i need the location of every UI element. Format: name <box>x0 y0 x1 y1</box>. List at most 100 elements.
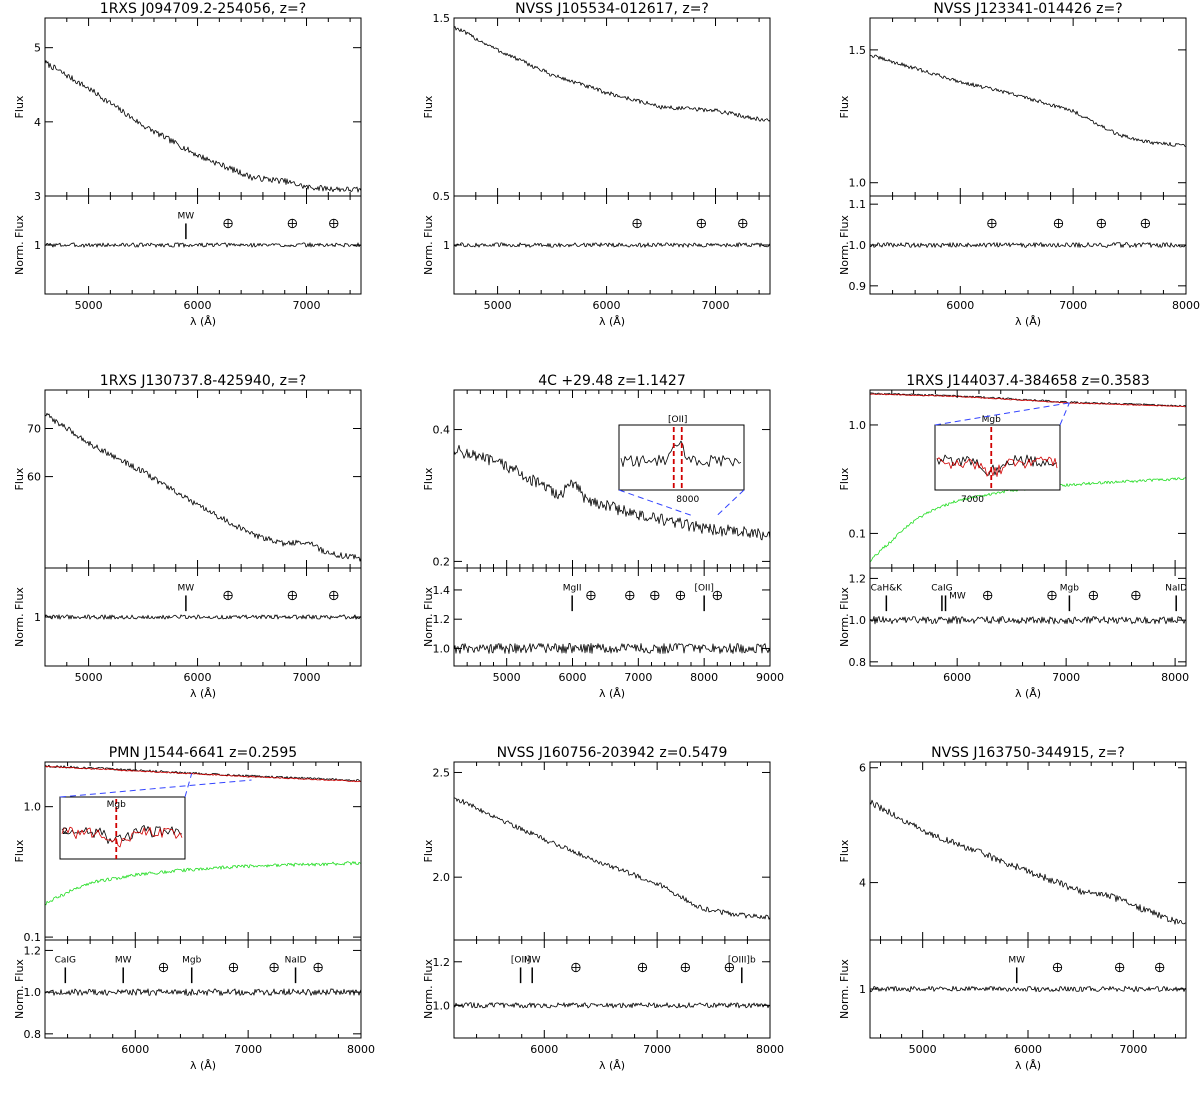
inset-box <box>618 424 745 491</box>
x-tick-label: 7000 <box>1059 299 1087 312</box>
y-tick-label: 60 <box>27 471 41 484</box>
series-spectrum <box>45 412 361 562</box>
series-normalized <box>45 988 361 996</box>
flux-panel <box>45 764 361 906</box>
chart-panel: 1RXS J130737.8-425940, z=? MW 5000 6000 7000… <box>13 373 362 700</box>
telluric-earth-icon <box>1114 962 1125 973</box>
series-host-galaxy <box>45 861 361 906</box>
telluric-earth-icon <box>1155 962 1165 973</box>
series-model <box>45 765 361 783</box>
flux-panel <box>45 412 361 562</box>
y-tick-label: 1.2 <box>24 944 42 957</box>
line-marker-label: NaID <box>1165 583 1187 593</box>
telluric-earth-icon <box>712 590 722 601</box>
line-marker-label: MW <box>949 591 966 601</box>
y-tick-label: 0.1 <box>24 931 42 944</box>
x-tick-label: 5000 <box>493 671 521 684</box>
y-tick-label: 1.1 <box>849 198 867 211</box>
inset-label: Mgb <box>982 415 1001 425</box>
x-axis-label: λ (Å) <box>1015 1059 1041 1072</box>
x-tick-label: 5000 <box>909 1043 937 1056</box>
norm-panel <box>45 988 361 996</box>
x-axis-label: λ (Å) <box>190 315 216 328</box>
telluric-earth-icon <box>675 590 686 601</box>
inset-connector <box>934 402 1070 426</box>
y-axis-label-norm: Norm. Flux <box>838 959 851 1019</box>
series-normalized <box>870 242 1186 248</box>
y-axis-label-flux: Flux <box>13 839 26 862</box>
series-normalized <box>870 616 1186 625</box>
chart-title: 1RXS J130737.8-425940, z=? <box>100 373 306 389</box>
line-marker-label: MgII <box>563 583 582 593</box>
y-tick-label: 2.0 <box>433 871 451 884</box>
telluric-earth-icon <box>1131 590 1141 601</box>
chart-panel: NVSS J163750-344915, z=? MW 5000 6000 7000 λ … <box>838 745 1187 1072</box>
y-axis-label-flux: Flux <box>838 839 851 862</box>
y-tick-label: 4 <box>859 877 866 890</box>
x-tick-label: 6000 <box>121 1043 149 1056</box>
x-axis-label: λ (Å) <box>599 1059 625 1072</box>
telluric-earth-icon <box>158 962 169 973</box>
line-marker-label: MW <box>524 955 541 965</box>
inset-box <box>934 424 1061 491</box>
y-axis-label-norm: Norm. Flux <box>838 215 851 275</box>
line-marker-label: Mgb <box>182 955 201 965</box>
inset-label: Mgb <box>107 800 126 810</box>
x-tick-label: 7000 <box>702 299 730 312</box>
chart-title: NVSS J160756-203942 z=0.5479 <box>497 745 728 761</box>
x-tick-label: 5000 <box>75 299 103 312</box>
y-tick-label: 0.8 <box>24 1028 42 1041</box>
telluric-earth-icon <box>223 590 233 601</box>
series-spectrum <box>454 797 770 920</box>
series-spectrum <box>454 444 770 541</box>
norm-panel <box>45 242 361 248</box>
y-axis-label-flux: Flux <box>13 95 26 118</box>
x-tick-label: 6000 <box>943 671 971 684</box>
norm-axes <box>453 939 771 1039</box>
telluric-earth-icon <box>1052 962 1063 973</box>
chart-title: 1RXS J094709.2-254056, z=? <box>100 1 306 17</box>
flux-axes <box>44 389 362 569</box>
y-tick-label: 5 <box>34 42 41 55</box>
telluric-earth-icon <box>571 962 581 973</box>
telluric-earth-icon <box>680 962 691 973</box>
y-tick-label: 0.1 <box>849 527 867 540</box>
flux-axes <box>869 17 1187 197</box>
inset-label: [OII] <box>668 415 687 425</box>
inset-connector <box>618 489 692 516</box>
series-normalized <box>870 985 1186 993</box>
x-tick-label: 7000 <box>643 1043 671 1056</box>
inset-connector <box>716 489 745 516</box>
telluric-earth-icon <box>269 962 279 973</box>
telluric-earth-icon <box>1053 218 1064 229</box>
flux-panel <box>45 60 361 193</box>
y-axis-label-norm: Norm. Flux <box>13 959 26 1019</box>
x-tick-label: 8000 <box>756 1043 784 1056</box>
telluric-earth-icon <box>329 218 339 229</box>
x-axis-label: λ (Å) <box>1015 315 1041 328</box>
y-tick-label: 1.0 <box>849 177 867 190</box>
line-marker-label: CaIG <box>55 955 76 965</box>
y-tick-label: 1 <box>34 239 41 252</box>
telluric-earth-icon <box>724 962 735 973</box>
flux-panel <box>454 444 770 541</box>
chart-title: 4C +29.48 z=1.1427 <box>538 373 685 389</box>
telluric-earth-icon <box>1096 218 1107 229</box>
telluric-earth-icon <box>1047 590 1057 601</box>
y-tick-label: 1.0 <box>849 614 867 627</box>
y-tick-label: 1.4 <box>433 584 451 597</box>
y-tick-label: 6 <box>859 762 866 775</box>
series-spectrum <box>870 54 1186 147</box>
x-tick-label: 9000 <box>756 671 784 684</box>
x-axis-label: λ (Å) <box>599 315 625 328</box>
inset-tick-label: 2 <box>62 827 68 837</box>
x-tick-label: 6000 <box>593 299 621 312</box>
y-tick-label: 1.0 <box>849 419 867 432</box>
line-marker-label: CaIG <box>931 583 952 593</box>
y-tick-label: 1.0 <box>433 642 451 655</box>
norm-panel <box>454 643 770 654</box>
line-marker-label: [OIII]b <box>728 955 756 965</box>
y-tick-label: 1.2 <box>433 613 451 626</box>
telluric-earth-icon <box>696 218 707 229</box>
telluric-earth-icon <box>313 962 323 973</box>
